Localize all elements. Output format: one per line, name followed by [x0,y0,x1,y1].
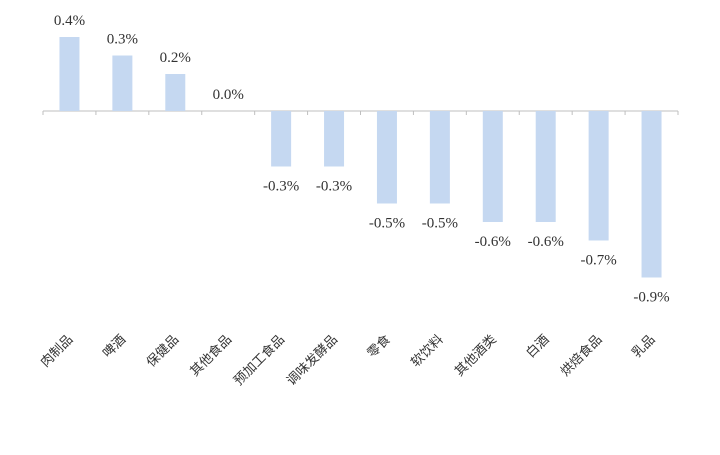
bar [324,111,345,167]
data-label: -0.9% [633,290,669,306]
category-label: 白酒 [523,332,553,362]
category-label: 软饮料 [409,332,447,370]
category-label: 保健品 [144,332,182,370]
bars-group [59,37,662,278]
category-label: 肉制品 [38,332,76,370]
category-label: 其他食品 [187,332,235,380]
data-label: -0.7% [581,253,617,269]
bar [482,111,503,222]
bar [535,111,556,222]
data-label: -0.5% [422,216,458,232]
data-label: -0.3% [316,179,352,195]
value-labels-group: 0.4% 0.3% 0.2% 0.0% -0.3% -0.3% -0.5% -0.5% -0.6… [54,13,670,306]
data-label: 0.2% [160,50,191,66]
data-label: -0.6% [528,234,564,250]
category-label: 啤酒 [100,332,129,361]
bar [641,111,662,278]
category-label: 烘焙食品 [557,332,605,380]
bar [429,111,450,204]
x-axis-ticks [42,111,679,115]
data-label: -0.6% [475,234,511,250]
category-label: 零食 [364,332,394,362]
data-label: -0.3% [263,179,299,195]
data-label: 0.0% [213,87,244,103]
category-label: 预加工食品 [231,332,288,389]
data-label: 0.3% [107,32,138,48]
data-label: 0.4% [54,13,85,29]
bar [376,111,397,204]
bar [588,111,609,241]
bar [112,55,133,111]
bar [165,74,186,111]
data-label: -0.5% [369,216,405,232]
category-label: 乳品 [629,332,658,361]
category-label: 调味发酵品 [284,332,341,389]
bar [59,37,80,111]
category-label: 其他酒类 [452,332,499,379]
bar [271,111,292,167]
